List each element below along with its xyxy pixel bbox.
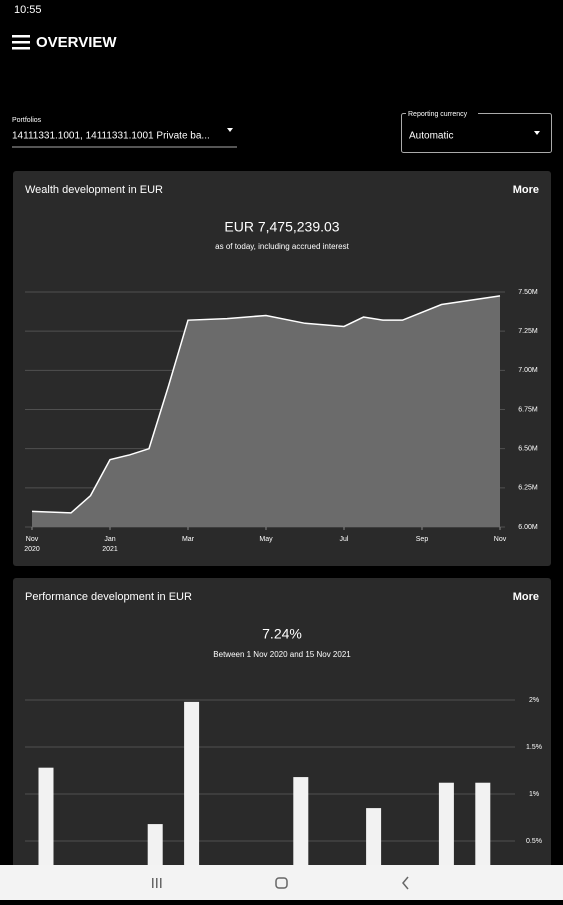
bar: [475, 782, 491, 888]
y-tick-label: 6.00M: [518, 524, 538, 531]
field-label: Portfolios: [12, 117, 42, 124]
currency-select[interactable]: Reporting currency Automatic: [401, 108, 552, 153]
x-tick-label: Nov 2020: [24, 536, 40, 553]
y-tick-label: 2%: [529, 697, 539, 704]
y-tick-label: 1%: [529, 791, 539, 798]
x-tick-label: May: [259, 536, 273, 543]
nav-bar: [0, 865, 563, 900]
more-button[interactable]: More: [513, 591, 539, 603]
y-tick-label: 1.5%: [526, 744, 542, 751]
x-tick-label: Jan 2021: [102, 536, 118, 553]
headline: EUR 7,475,239.03: [224, 219, 339, 235]
y-tick-label: 6.75M: [518, 406, 538, 413]
y-tick-label: 7.00M: [518, 367, 538, 374]
label-gap: [406, 108, 478, 118]
x-tick-label: Jul: [340, 536, 349, 543]
y-tick-label: 7.25M: [518, 328, 538, 335]
dropdown-arrow: [227, 128, 233, 132]
area-line: [31, 295, 501, 514]
x-tick-label: Sep: [416, 536, 429, 543]
y-tick-label: 6.50M: [518, 446, 538, 453]
more-button[interactable]: More: [513, 184, 539, 196]
field-value: 14111331.1001, 14111331.1001 Private ba.…: [12, 131, 210, 142]
card: [13, 578, 551, 878]
home-button[interactable]: [275, 877, 288, 889]
bar: [184, 701, 200, 888]
y-tick-label: 7.50M: [518, 289, 538, 296]
headline: 7.24%: [262, 626, 302, 642]
bar: [438, 782, 454, 888]
recents-button[interactable]: [152, 878, 162, 888]
status-time: 10:55: [14, 4, 42, 16]
subtitle: as of today, including accrued interest: [215, 242, 349, 251]
nav-background: [0, 865, 563, 900]
dropdown-arrow: [534, 131, 540, 135]
bar: [38, 767, 54, 888]
card-title: Wealth development in EUR: [25, 184, 163, 196]
portfolio-select[interactable]: Portfolios 14111331.1001, 14111331.1001 …: [12, 117, 237, 148]
header-title: OVERVIEW: [36, 34, 117, 51]
charts: 6.00M 6.25M 6.50M 6.75M 7.00M 7.25M 7.50M Nov 20…: [24, 289, 542, 888]
y-tick-label: 6.25M: [518, 485, 538, 492]
back-button[interactable]: [402, 876, 409, 890]
subtitle: Between 1 Nov 2020 and 15 Nov 2021: [213, 650, 351, 659]
y-tick-label: 0.5%: [526, 838, 542, 845]
area-fill: [32, 295, 500, 527]
x-tick-label: Mar: [182, 536, 195, 543]
field-value: Automatic: [409, 131, 453, 142]
bar: [293, 777, 309, 888]
menu-button[interactable]: [12, 35, 30, 50]
field-label: Reporting currency: [408, 111, 468, 118]
card-title: Performance development in EUR: [25, 591, 192, 603]
x-tick-label: Nov: [494, 536, 507, 543]
